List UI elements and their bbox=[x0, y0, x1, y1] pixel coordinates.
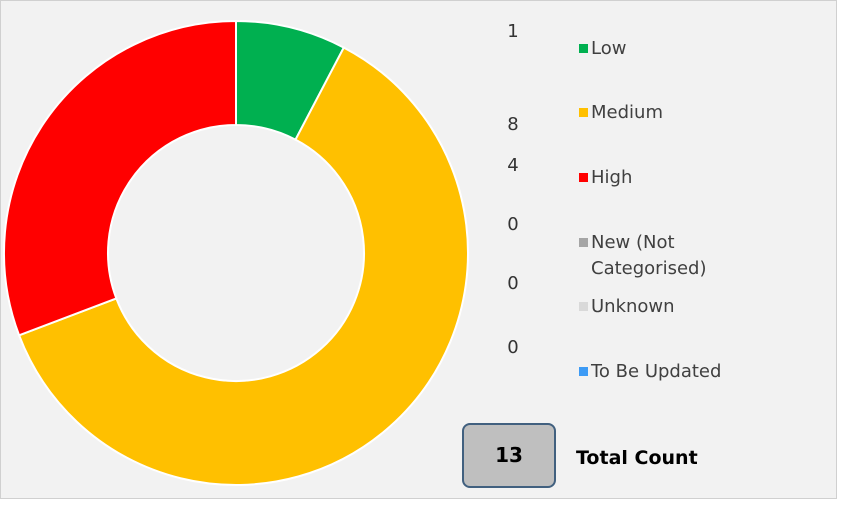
value-label: 1 bbox=[507, 21, 519, 42]
legend-label: To Be Updated bbox=[591, 361, 722, 382]
legend-label: High bbox=[591, 167, 633, 188]
legend-label: New (Not Categorised) bbox=[591, 232, 707, 279]
value-label: 0 bbox=[507, 337, 519, 358]
legend-swatch bbox=[579, 367, 588, 376]
legend-swatch bbox=[579, 173, 588, 182]
legend-swatch bbox=[579, 108, 588, 117]
total-label: Total Count bbox=[576, 447, 698, 469]
legend-label: Medium bbox=[591, 102, 663, 123]
legend-swatch bbox=[579, 44, 588, 53]
value-label: 4 bbox=[507, 155, 519, 176]
legend-item: Medium bbox=[579, 100, 741, 126]
value-label: 0 bbox=[507, 273, 519, 294]
legend-item: Low bbox=[579, 36, 741, 62]
total-box: 13 bbox=[462, 423, 556, 488]
legend-swatch bbox=[579, 302, 588, 311]
donut bbox=[3, 19, 469, 486]
legend-label: Low bbox=[591, 38, 627, 59]
legend-item: To Be Updated bbox=[579, 359, 741, 385]
legend-item: Unknown bbox=[579, 294, 741, 320]
value-label: 0 bbox=[507, 214, 519, 235]
chart: 13 Total Count 1 Low 8 Medium 4 High 0 New (Not… bbox=[0, 0, 837, 499]
legend-item: New (Not Categorised) bbox=[579, 230, 741, 282]
slice bbox=[3, 19, 237, 337]
legend-label: Unknown bbox=[591, 296, 675, 317]
slice bbox=[17, 46, 469, 486]
legend-item: High bbox=[579, 165, 741, 191]
legend-swatch bbox=[579, 238, 588, 247]
value-label: 8 bbox=[507, 114, 519, 135]
